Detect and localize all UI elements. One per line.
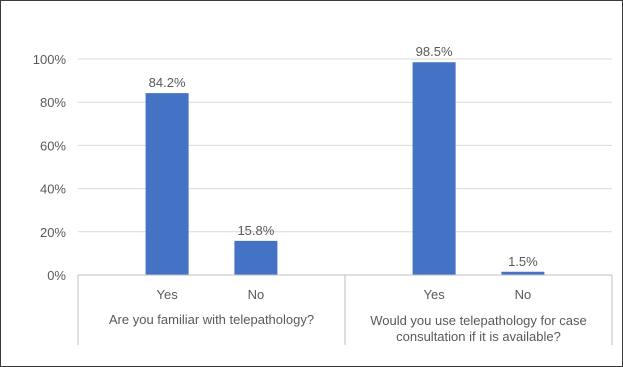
y-tick-label: 20% xyxy=(40,225,66,240)
bar xyxy=(501,271,545,275)
y-tick-label: 100% xyxy=(33,52,67,67)
x-category-label: Yes xyxy=(156,287,178,302)
x-category-label: No xyxy=(515,287,532,302)
x-group-label: consultation if it is available? xyxy=(396,329,561,344)
data-label: 15.8% xyxy=(237,223,274,238)
data-label: 1.5% xyxy=(508,254,538,269)
x-axis: Yes No Are you familiar with telepathology… xyxy=(77,274,613,345)
bar xyxy=(145,93,189,276)
bars xyxy=(145,62,545,276)
y-tick-label: 0% xyxy=(47,268,66,283)
x-group-label: Would you use telepathology for case xyxy=(370,313,587,328)
data-label: 84.2% xyxy=(149,75,186,90)
y-tick-label: 80% xyxy=(40,95,66,110)
y-tick-label: 40% xyxy=(40,182,66,197)
y-axis-ticks: 0% 20% 40% 60% 80% 100% xyxy=(33,52,67,283)
bar xyxy=(412,62,456,275)
x-category-label: No xyxy=(248,287,265,302)
data-label: 98.5% xyxy=(416,44,453,59)
x-group-label: Are you familiar with telepathology? xyxy=(109,312,314,327)
y-tick-label: 60% xyxy=(40,138,66,153)
data-labels: 84.2% 15.8% 98.5% 1.5% xyxy=(149,44,538,269)
bar xyxy=(234,240,278,275)
x-category-label: Yes xyxy=(423,287,445,302)
